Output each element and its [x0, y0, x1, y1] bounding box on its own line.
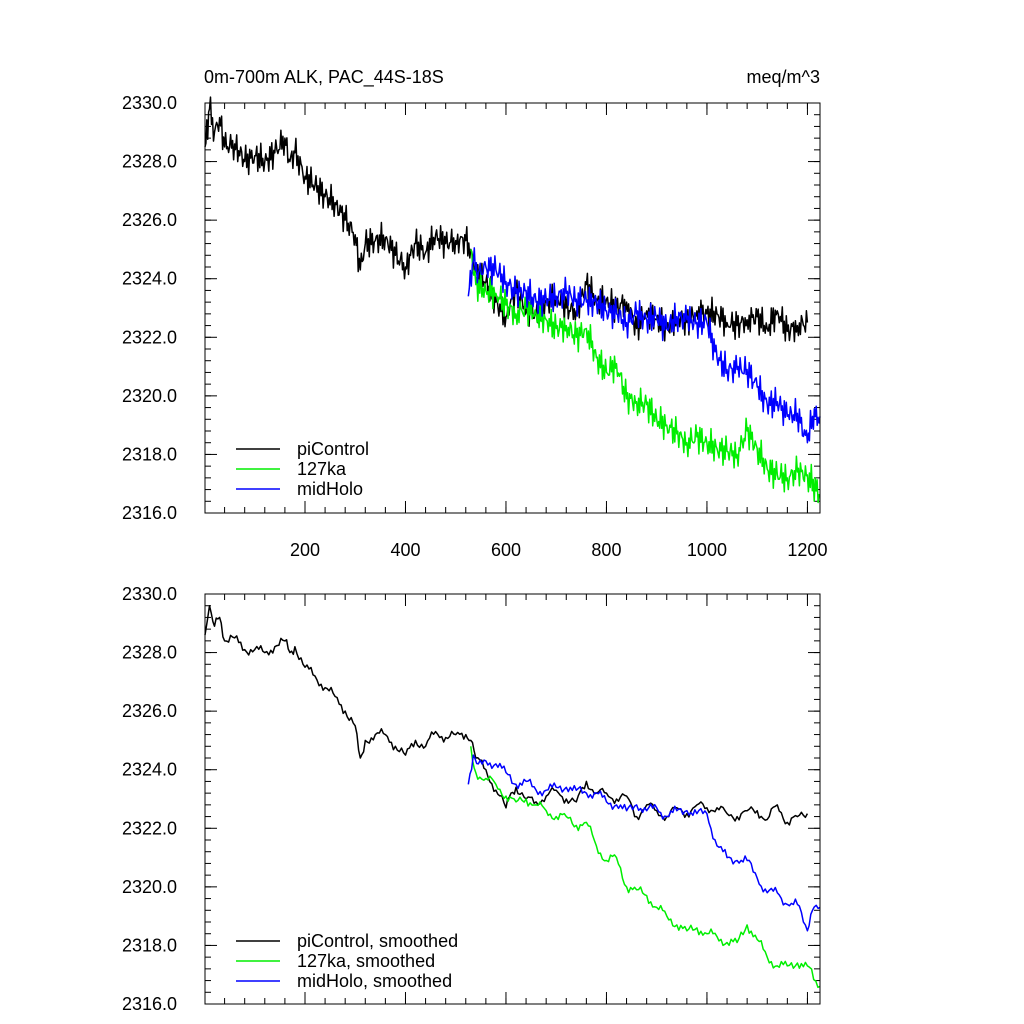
- y-tick-label: 2316.0: [122, 503, 177, 523]
- x-tick-label: 200: [290, 540, 320, 560]
- legend-label-midholo: midHolo: [297, 479, 363, 499]
- top-panel: 0m-700m ALK, PAC_44S-18S meq/m^3 2330.02…: [122, 67, 828, 560]
- bottom-panel: 2330.0 2328.0 2326.0 2324.0 2322.0 2320.0 2318…: [122, 584, 821, 1014]
- y-tick-label: 2322.0: [122, 327, 177, 347]
- y-tick-label: 2318.0: [122, 444, 177, 464]
- y-tick-label: 2330.0: [122, 93, 177, 113]
- x-tick-label: 1000: [687, 540, 727, 560]
- legend-label-picontrol: piControl: [297, 439, 369, 459]
- y-tick-label: 2326.0: [122, 210, 177, 230]
- bottom-panel-series: [204, 604, 821, 989]
- legend-label-127ka-smoothed: 127ka, smoothed: [297, 951, 435, 971]
- x-tick-label: 800: [591, 540, 621, 560]
- y-tick-label: 2328.0: [122, 152, 177, 172]
- y-tick-label: 2320.0: [122, 386, 177, 406]
- legend-label-midholo-smoothed: midHolo, smoothed: [297, 971, 452, 991]
- top-panel-ticks: 2330.0 2328.0 2326.0 2324.0 2322.0 2320.0 2318…: [122, 93, 828, 560]
- top-panel-title: 0m-700m ALK, PAC_44S-18S: [204, 67, 444, 88]
- legend-label-127ka: 127ka: [297, 459, 347, 479]
- y-tick-label: 2318.0: [122, 935, 177, 955]
- top-panel-units: meq/m^3: [747, 67, 820, 87]
- series-line-127ka-smoothed: [470, 746, 821, 989]
- x-tick-label: 600: [491, 540, 521, 560]
- series-line-127ka: [470, 249, 821, 504]
- x-tick-label: 400: [390, 540, 420, 560]
- series-line-picontrol-smoothed: [204, 604, 809, 826]
- series-line-midholo-smoothed: [467, 754, 821, 932]
- top-panel-frame: [204, 102, 821, 514]
- y-tick-label: 2330.0: [122, 584, 177, 604]
- x-tick-label: 1200: [787, 540, 827, 560]
- y-tick-label: 2316.0: [122, 994, 177, 1014]
- bottom-panel-ticks: 2330.0 2328.0 2326.0 2324.0 2322.0 2320.0 2318…: [122, 584, 820, 1014]
- series-line-picontrol: [204, 96, 809, 343]
- bottom-panel-frame: [204, 593, 821, 1005]
- y-tick-label: 2328.0: [122, 643, 177, 663]
- legend-label-picontrol-smoothed: piControl, smoothed: [297, 931, 458, 951]
- y-tick-label: 2324.0: [122, 269, 177, 289]
- y-tick-label: 2322.0: [122, 818, 177, 838]
- top-panel-series: [204, 96, 821, 504]
- series-line-midholo: [467, 247, 821, 444]
- y-tick-label: 2320.0: [122, 877, 177, 897]
- y-tick-label: 2324.0: [122, 760, 177, 780]
- y-tick-label: 2326.0: [122, 701, 177, 721]
